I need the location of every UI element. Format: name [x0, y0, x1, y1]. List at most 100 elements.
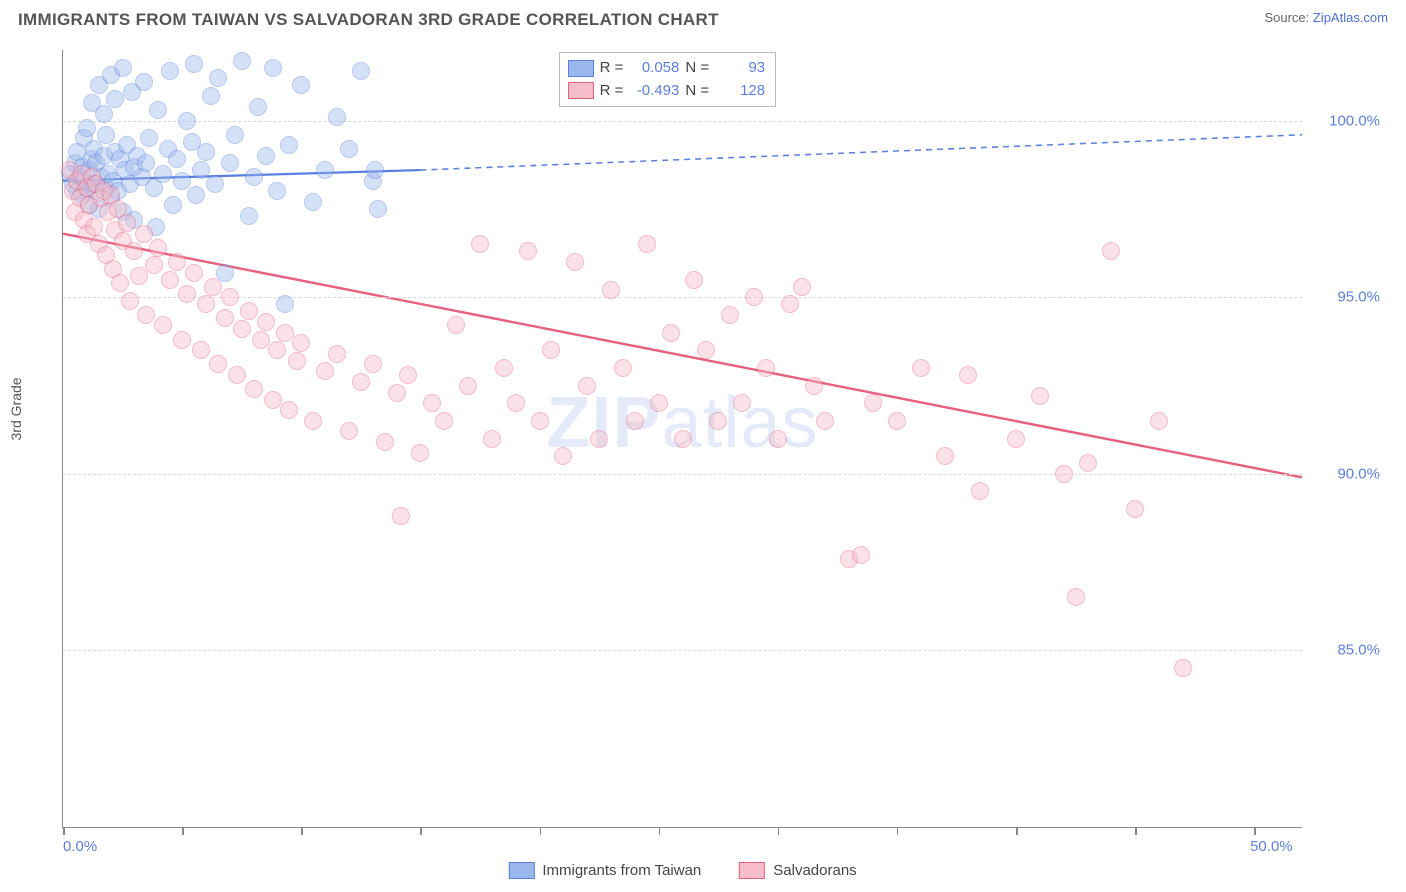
- data-point-salvadoran: [125, 242, 143, 260]
- data-point-salvadoran: [304, 412, 322, 430]
- x-tick: [301, 827, 303, 835]
- x-tick: [420, 827, 422, 835]
- data-point-salvadoran: [197, 295, 215, 313]
- data-point-salvadoran: [173, 331, 191, 349]
- gridline-h: [63, 297, 1302, 298]
- data-point-taiwan: [97, 126, 115, 144]
- data-point-salvadoran: [245, 380, 263, 398]
- data-point-salvadoran: [1126, 500, 1144, 518]
- data-point-taiwan: [164, 196, 182, 214]
- y-tick-label: 100.0%: [1329, 112, 1380, 129]
- n-label: N =: [685, 57, 709, 80]
- data-point-salvadoran: [228, 366, 246, 384]
- data-point-taiwan: [197, 143, 215, 161]
- data-point-salvadoran: [1007, 430, 1025, 448]
- r-value-salvadoran: -0.493: [629, 80, 679, 103]
- source-link[interactable]: ZipAtlas.com: [1313, 10, 1388, 25]
- data-point-taiwan: [140, 129, 158, 147]
- data-point-taiwan: [209, 69, 227, 87]
- data-point-salvadoran: [864, 394, 882, 412]
- data-point-salvadoran: [781, 295, 799, 313]
- data-point-taiwan: [328, 108, 346, 126]
- data-point-taiwan: [161, 62, 179, 80]
- data-point-salvadoran: [240, 302, 258, 320]
- data-point-salvadoran: [85, 218, 103, 236]
- data-point-salvadoran: [435, 412, 453, 430]
- data-point-taiwan: [304, 193, 322, 211]
- data-point-salvadoran: [392, 507, 410, 525]
- data-point-salvadoran: [154, 316, 172, 334]
- data-point-taiwan: [206, 175, 224, 193]
- data-point-salvadoran: [471, 235, 489, 253]
- data-point-salvadoran: [135, 225, 153, 243]
- data-point-salvadoran: [145, 256, 163, 274]
- data-point-salvadoran: [674, 430, 692, 448]
- gridline-h: [63, 121, 1302, 122]
- data-point-salvadoran: [161, 271, 179, 289]
- data-point-salvadoran: [1174, 659, 1192, 677]
- data-point-taiwan: [352, 62, 370, 80]
- data-point-salvadoran: [531, 412, 549, 430]
- x-tick: [63, 827, 65, 835]
- y-tick-label: 90.0%: [1337, 465, 1380, 482]
- data-point-salvadoran: [566, 253, 584, 271]
- data-point-salvadoran: [650, 394, 668, 412]
- swatch-salvadoran: [739, 862, 765, 879]
- data-point-salvadoran: [936, 447, 954, 465]
- data-point-taiwan: [192, 161, 210, 179]
- data-point-taiwan: [249, 98, 267, 116]
- data-point-taiwan: [292, 76, 310, 94]
- data-point-salvadoran: [118, 214, 136, 232]
- data-point-salvadoran: [233, 320, 251, 338]
- data-point-taiwan: [95, 105, 113, 123]
- data-point-salvadoran: [121, 292, 139, 310]
- data-point-salvadoran: [185, 264, 203, 282]
- data-point-salvadoran: [745, 288, 763, 306]
- data-point-taiwan: [340, 140, 358, 158]
- data-point-salvadoran: [662, 324, 680, 342]
- data-point-taiwan: [280, 136, 298, 154]
- data-point-salvadoran: [111, 274, 129, 292]
- data-point-salvadoran: [554, 447, 572, 465]
- data-point-salvadoran: [447, 316, 465, 334]
- y-tick-label: 85.0%: [1337, 642, 1380, 659]
- data-point-taiwan: [202, 87, 220, 105]
- data-point-salvadoran: [209, 355, 227, 373]
- r-value-taiwan: 0.058: [629, 57, 679, 80]
- n-label: N =: [685, 80, 709, 103]
- data-point-salvadoran: [216, 309, 234, 327]
- data-point-taiwan: [245, 168, 263, 186]
- data-point-taiwan: [173, 172, 191, 190]
- data-point-taiwan: [264, 59, 282, 77]
- data-point-taiwan: [78, 119, 96, 137]
- chart-container: 3rd Grade ZIPatlas R = 0.058 N = 93 R = …: [18, 44, 1388, 884]
- data-point-salvadoran: [816, 412, 834, 430]
- correlation-legend: R = 0.058 N = 93 R = -0.493 N = 128: [559, 52, 777, 107]
- data-point-taiwan: [187, 186, 205, 204]
- legend-row-salvadoran: R = -0.493 N = 128: [568, 80, 766, 103]
- data-point-salvadoran: [519, 242, 537, 260]
- data-point-salvadoran: [352, 373, 370, 391]
- data-point-salvadoran: [268, 341, 286, 359]
- x-tick: [778, 827, 780, 835]
- data-point-salvadoran: [638, 235, 656, 253]
- data-point-taiwan: [226, 126, 244, 144]
- source-attribution: Source: ZipAtlas.com: [1264, 10, 1388, 25]
- data-point-salvadoran: [805, 377, 823, 395]
- data-point-salvadoran: [626, 412, 644, 430]
- plot-area: ZIPatlas R = 0.058 N = 93 R = -0.493 N =…: [62, 50, 1302, 828]
- data-point-salvadoran: [192, 341, 210, 359]
- data-point-salvadoran: [399, 366, 417, 384]
- data-point-taiwan: [233, 52, 251, 70]
- data-point-salvadoran: [340, 422, 358, 440]
- data-point-taiwan: [168, 150, 186, 168]
- legend-item-taiwan: Immigrants from Taiwan: [508, 862, 701, 879]
- series-label-salvadoran: Salvadorans: [773, 862, 856, 879]
- gridline-h: [63, 650, 1302, 651]
- gridline-h: [63, 474, 1302, 475]
- chart-header: IMMIGRANTS FROM TAIWAN VS SALVADORAN 3RD…: [0, 0, 1406, 34]
- data-point-salvadoran: [288, 352, 306, 370]
- swatch-taiwan: [508, 862, 534, 879]
- legend-row-taiwan: R = 0.058 N = 93: [568, 57, 766, 80]
- series-legend: Immigrants from Taiwan Salvadorans: [508, 862, 856, 879]
